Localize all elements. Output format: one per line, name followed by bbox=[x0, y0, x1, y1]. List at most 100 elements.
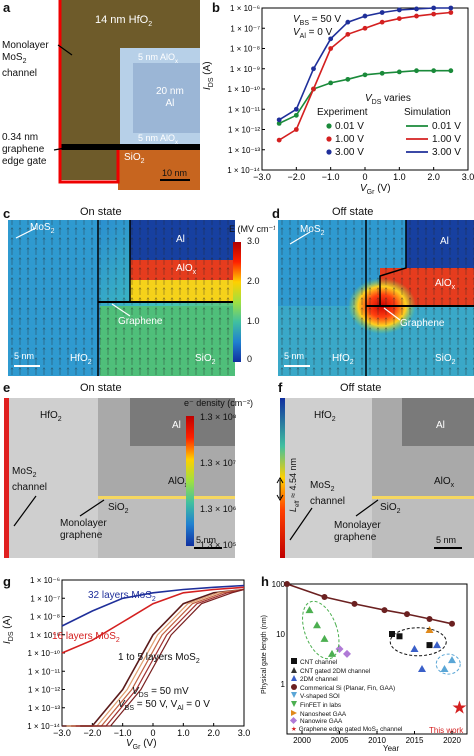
x-tick-label: −1.0 bbox=[114, 728, 132, 738]
b-legend-exp-0: 0.01 V bbox=[335, 121, 364, 132]
exp-point bbox=[293, 112, 299, 118]
colorbar-n-tick-3: 1.3 × 10⁵ bbox=[200, 540, 237, 550]
panel-f: f Off state HfO2 Al AlOx MoS2 channel SiO… bbox=[276, 380, 474, 560]
x-tick-label: 2.0 bbox=[207, 728, 220, 738]
data-point bbox=[313, 621, 321, 629]
f-mos2: MoS2 channel bbox=[310, 480, 346, 507]
data-point bbox=[335, 645, 344, 654]
finfet-group bbox=[302, 600, 340, 660]
d-hfo2: HfO2 bbox=[332, 353, 354, 366]
exp-point bbox=[379, 19, 385, 25]
exp-point bbox=[328, 36, 334, 42]
b-legend-sim-1: 1.00 V bbox=[432, 134, 461, 145]
exp-point bbox=[379, 10, 385, 15]
colorbar-n-label: e⁻ density (cm⁻²) bbox=[184, 398, 254, 408]
x-tick-label: −3.0 bbox=[53, 728, 71, 738]
y-tick-label: 1 × 10⁻¹¹ bbox=[228, 105, 260, 114]
y-tick-label: 10 bbox=[276, 630, 285, 639]
exp-point bbox=[293, 106, 299, 112]
b-ylabel: IDS (A) bbox=[202, 61, 215, 90]
cnt-group bbox=[389, 627, 447, 657]
panel-h: h 100 10 1 2000 2005 2010 2015 2020 ★ Physical g… bbox=[255, 574, 474, 756]
data-point bbox=[425, 626, 434, 634]
exp-point bbox=[276, 117, 282, 123]
exp-point bbox=[293, 127, 299, 132]
h-legend-item: Nanowire GAA bbox=[289, 717, 402, 726]
c-field-map bbox=[8, 220, 235, 376]
exp-point bbox=[345, 76, 351, 82]
y-tick-label: 1 × 10⁻⁹ bbox=[30, 631, 60, 640]
g-vbs: VBS = 50 V, VAl = 0 V bbox=[118, 699, 210, 712]
x-tick-label: 2000 bbox=[293, 736, 311, 745]
exp-point bbox=[311, 66, 316, 72]
colorbar-e-tick-1: 2.0 bbox=[247, 276, 260, 286]
exp-point bbox=[276, 121, 282, 126]
b-legend-sim-2: 3.00 V bbox=[432, 147, 461, 158]
e-density-map bbox=[4, 398, 235, 558]
alox-bot-label: 5 nm AlOx bbox=[138, 133, 179, 146]
panel-b-letter: b bbox=[212, 0, 220, 15]
exp-point bbox=[396, 7, 402, 13]
y-tick-label: 1 × 10⁻⁸ bbox=[30, 613, 60, 622]
sio2-label: SiO2 bbox=[124, 152, 145, 165]
data-point bbox=[426, 615, 433, 622]
y-tick-label: 1 × 10⁻⁷ bbox=[230, 24, 260, 33]
f-leff: Leff ≈ 4.54 nm bbox=[288, 457, 301, 512]
data-point bbox=[284, 581, 290, 587]
exp-point bbox=[396, 69, 402, 75]
y-tick-label: 1 × 10⁻¹² bbox=[28, 686, 60, 695]
data-point bbox=[396, 633, 403, 640]
d-alox: AlOx bbox=[435, 278, 456, 291]
graphene-edge bbox=[60, 144, 200, 150]
panel-d: d Off state MoS2 Al AlOx Graphene 5 nm H… bbox=[270, 206, 474, 376]
hfo2-label: 14 nm HfO2 bbox=[95, 14, 153, 29]
data-point bbox=[404, 611, 410, 618]
f-al: Al bbox=[436, 420, 445, 431]
f-alox: AlOx bbox=[434, 476, 455, 489]
y-tick-label: 1 × 10⁻¹³ bbox=[228, 146, 260, 155]
colorbar-n-tick-0: 1.3 × 10⁸ bbox=[200, 412, 237, 422]
panel-a-letter: a bbox=[3, 0, 11, 15]
b-vbs-label: VBS = 50 V bbox=[293, 14, 341, 27]
colorbar-n-bar bbox=[186, 416, 194, 546]
y-tick-label: 1 × 10⁻¹¹ bbox=[28, 667, 60, 676]
data-point bbox=[433, 641, 441, 649]
g-xlabel: VGr (V) bbox=[126, 738, 157, 751]
f-sio2: SiO2 bbox=[380, 502, 401, 515]
data-point bbox=[410, 645, 419, 653]
chart-h: 100 10 1 2000 2005 2010 2015 2020 ★ bbox=[272, 580, 468, 745]
y-tick-label: 1 × 10⁻⁶ bbox=[30, 576, 60, 585]
y-tick-label: 1 × 10⁻¹³ bbox=[28, 704, 60, 713]
f-title: Off state bbox=[340, 382, 382, 394]
exp-point bbox=[311, 86, 316, 92]
colorbar-n-tick-2: 1.3 × 10⁶ bbox=[200, 504, 237, 514]
exp-point bbox=[328, 46, 334, 51]
g-1to5-layers: 1 to 5 layers MoS2 bbox=[118, 652, 200, 665]
b-legend-exp-2: 3.00 V bbox=[335, 147, 364, 158]
layer-curve bbox=[61, 584, 245, 627]
x-tick-label: 2010 bbox=[368, 736, 386, 745]
x-tick-label: −3.0 bbox=[253, 172, 271, 182]
c-hfo2: HfO2 bbox=[70, 353, 92, 366]
h-legend-item: CNT gated 2DM channel bbox=[291, 666, 402, 676]
exp-point bbox=[345, 19, 351, 25]
al-label: 20 nm Al bbox=[156, 86, 184, 109]
d-graphene: Graphene bbox=[400, 318, 445, 329]
x-tick-label: 2.0 bbox=[427, 172, 440, 182]
data-point bbox=[440, 664, 449, 672]
x-tick-label: 2005 bbox=[331, 736, 349, 745]
data-point bbox=[305, 606, 314, 614]
h-legend-item: V-shaped SOI bbox=[291, 692, 402, 701]
exp-point bbox=[396, 16, 402, 21]
layer-curve bbox=[80, 588, 245, 727]
x-tick-label: −2.0 bbox=[83, 728, 101, 738]
alox-top-label: 5 nm AlOx bbox=[138, 52, 179, 65]
panel-c: c On state MoS2 Al AlOx Graphene 5 bbox=[0, 206, 235, 376]
f-hfo2: HfO2 bbox=[314, 410, 336, 423]
chart-g: −3.0 −2.0 −1.0 0 1.0 2.0 3.0 1 × 10⁻⁶ 1 × 10⁻⁷ 1 … bbox=[27, 576, 250, 738]
data-point bbox=[320, 634, 329, 642]
g-ylabel: IDS (A) bbox=[2, 615, 15, 644]
c-graphene: Graphene bbox=[118, 316, 163, 327]
panel-e-letter: e bbox=[3, 380, 11, 395]
b-val-label: VAl = 0 V bbox=[293, 27, 333, 40]
